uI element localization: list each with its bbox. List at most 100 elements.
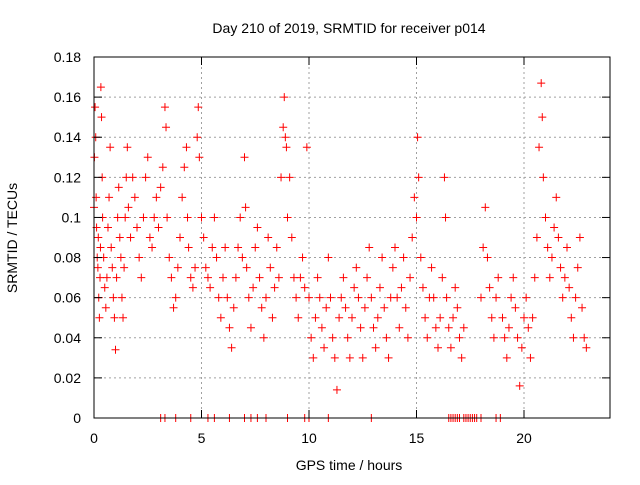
data-point — [282, 143, 291, 152]
data-point — [231, 273, 240, 282]
data-point — [266, 263, 275, 272]
data-point — [384, 353, 393, 362]
data-point — [563, 243, 571, 252]
x-tick-label: 20 — [516, 430, 532, 446]
y-tick-label: 0.06 — [54, 290, 81, 306]
y-tick-label: 0.02 — [54, 370, 81, 386]
x-tick-label: 15 — [409, 430, 425, 446]
data-point — [406, 273, 415, 282]
data-point — [101, 303, 110, 312]
data-point — [369, 323, 378, 332]
y-tick-label: 0.16 — [54, 89, 81, 105]
data-point — [302, 143, 311, 152]
data-point — [509, 273, 518, 282]
data-point — [281, 133, 290, 142]
data-point — [111, 345, 120, 354]
data-point — [116, 253, 125, 262]
data-point — [201, 263, 210, 272]
data-point — [240, 153, 249, 162]
data-point — [210, 213, 219, 222]
data-point — [106, 143, 115, 152]
data-point — [311, 313, 320, 322]
data-point — [285, 173, 294, 182]
data-point — [436, 313, 445, 322]
data-point — [442, 293, 451, 302]
data-point — [378, 253, 387, 262]
data-point — [332, 385, 341, 394]
data-point — [167, 273, 176, 282]
data-point — [451, 283, 460, 292]
data-point — [212, 253, 221, 262]
data-point — [148, 243, 157, 252]
data-point — [483, 253, 492, 262]
data-point — [317, 323, 326, 332]
data-point — [429, 293, 438, 302]
data-point — [500, 333, 509, 342]
data-point — [143, 153, 152, 162]
data-point — [328, 333, 337, 342]
data-point — [479, 243, 488, 252]
data-point — [128, 173, 137, 182]
data-point — [259, 333, 268, 342]
data-point — [537, 79, 546, 88]
data-point — [91, 103, 100, 112]
data-point — [223, 293, 232, 302]
data-point — [113, 213, 122, 222]
data-point — [502, 353, 511, 362]
data-point — [558, 293, 567, 302]
data-point — [97, 113, 106, 122]
data-point — [194, 103, 203, 112]
data-point — [268, 313, 277, 322]
data-point — [298, 253, 307, 262]
data-point — [186, 273, 195, 282]
data-point — [103, 223, 112, 232]
data-point — [441, 213, 450, 222]
data-point — [117, 293, 126, 302]
y-tick-label: 0.12 — [54, 169, 81, 185]
data-point — [305, 293, 313, 302]
data-point — [139, 213, 148, 222]
data-point — [487, 313, 496, 322]
data-point — [413, 133, 422, 142]
data-point — [188, 283, 197, 292]
data-point — [279, 123, 288, 132]
data-point — [485, 283, 494, 292]
data-point — [182, 143, 191, 152]
data-point — [330, 353, 339, 362]
data-point — [412, 213, 421, 222]
data-point — [163, 213, 172, 222]
y-tick-label: 0.08 — [54, 250, 81, 266]
data-point — [255, 273, 264, 282]
data-point — [367, 293, 376, 302]
data-point — [365, 243, 374, 252]
y-axis-label: SRMTID / TECUs — [4, 183, 20, 293]
data-point — [120, 263, 129, 272]
data-point — [96, 243, 105, 252]
data-point — [352, 263, 361, 272]
data-point — [492, 293, 501, 302]
data-point — [356, 323, 365, 332]
data-point — [126, 233, 135, 242]
data-point — [532, 233, 541, 242]
data-point — [528, 313, 537, 322]
data-point — [481, 203, 490, 212]
data-point — [296, 273, 305, 282]
data-points — [90, 79, 591, 422]
data-point — [206, 283, 215, 292]
data-point — [180, 163, 189, 172]
y-tick-label: 0.14 — [54, 129, 81, 145]
data-point — [105, 193, 114, 202]
data-point — [401, 303, 410, 312]
data-point — [236, 213, 245, 222]
data-point — [517, 343, 526, 352]
data-point — [504, 323, 513, 332]
x-tick-label: 0 — [90, 430, 98, 446]
data-point — [393, 293, 402, 302]
data-point — [520, 313, 528, 322]
data-point — [339, 273, 348, 282]
data-point — [156, 183, 165, 192]
data-point — [498, 313, 507, 322]
data-point — [414, 173, 423, 182]
grid — [94, 57, 610, 418]
